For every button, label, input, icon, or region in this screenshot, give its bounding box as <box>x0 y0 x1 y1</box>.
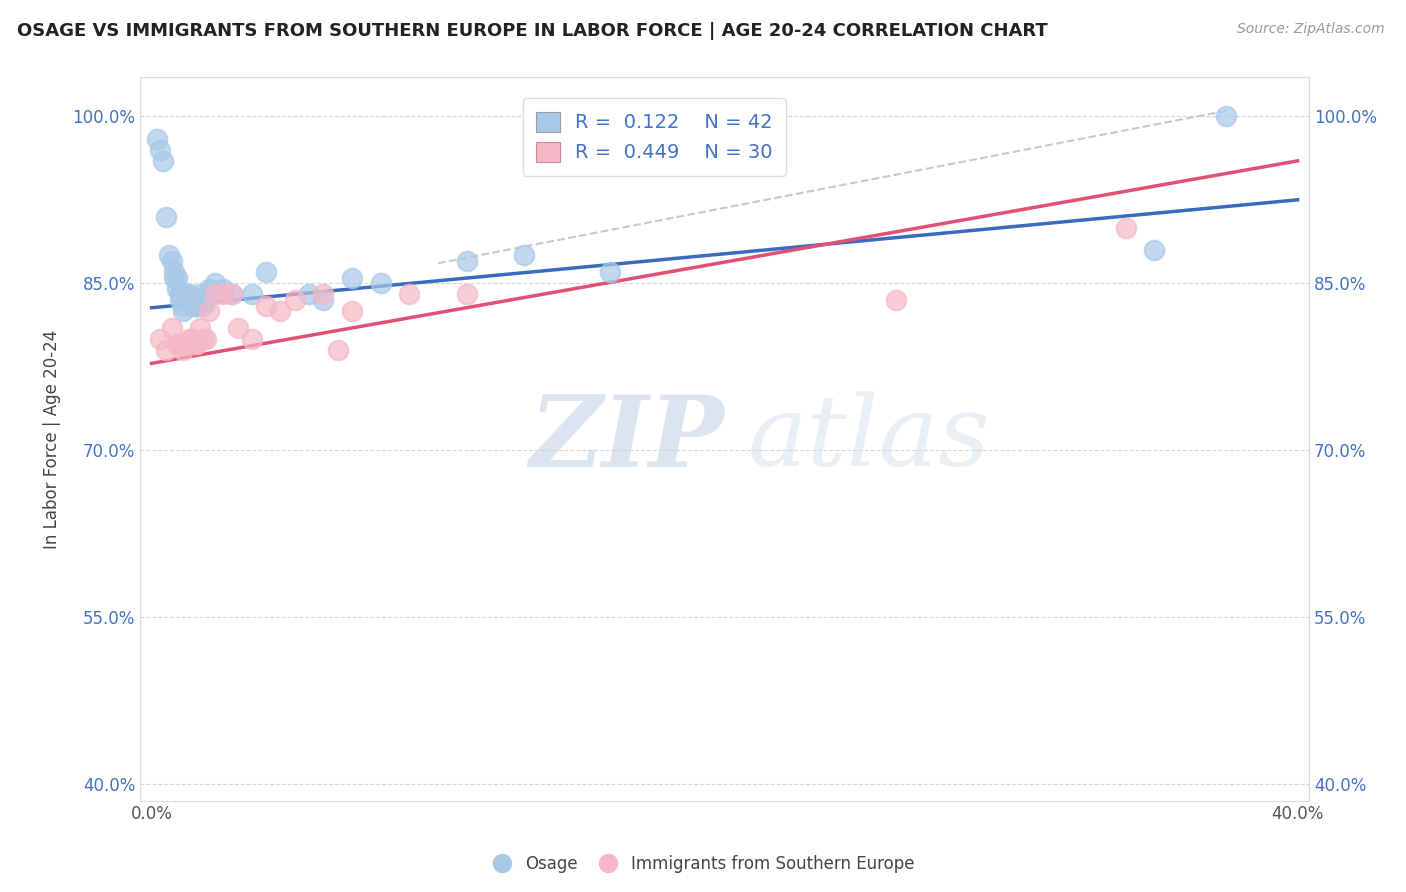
Legend: Osage, Immigrants from Southern Europe: Osage, Immigrants from Southern Europe <box>485 848 921 880</box>
Point <box>204 287 226 301</box>
Point <box>183 337 205 351</box>
Point <box>163 270 186 285</box>
Text: atlas: atlas <box>748 392 991 487</box>
Text: ZIP: ZIP <box>530 391 724 487</box>
Point <box>886 293 908 307</box>
Point <box>221 287 243 301</box>
Point <box>370 277 392 291</box>
Point <box>177 332 200 346</box>
Point <box>157 248 180 262</box>
Point <box>240 332 263 346</box>
Point <box>160 320 183 334</box>
Point <box>172 287 194 301</box>
Point <box>1115 220 1137 235</box>
Point <box>186 337 208 351</box>
Point <box>188 287 211 301</box>
Point <box>456 254 478 268</box>
Point <box>188 320 211 334</box>
Point <box>254 265 277 279</box>
Text: OSAGE VS IMMIGRANTS FROM SOUTHERN EUROPE IN LABOR FORCE | AGE 20-24 CORRELATION : OSAGE VS IMMIGRANTS FROM SOUTHERN EUROPE… <box>17 22 1047 40</box>
Point <box>183 299 205 313</box>
Point <box>456 287 478 301</box>
Point <box>226 320 249 334</box>
Point <box>163 265 186 279</box>
Point <box>180 299 202 313</box>
Point <box>198 304 221 318</box>
Point <box>155 210 177 224</box>
Point <box>169 293 191 307</box>
Point <box>298 287 321 301</box>
Point <box>1143 243 1166 257</box>
Point <box>284 293 307 307</box>
Point <box>326 343 349 357</box>
Point <box>340 304 363 318</box>
Point <box>198 282 221 296</box>
Point <box>177 287 200 301</box>
Point <box>513 248 536 262</box>
Point <box>172 304 194 318</box>
Point <box>340 270 363 285</box>
Point <box>177 293 200 307</box>
Y-axis label: In Labor Force | Age 20-24: In Labor Force | Age 20-24 <box>44 329 60 549</box>
Point <box>212 287 235 301</box>
Text: Source: ZipAtlas.com: Source: ZipAtlas.com <box>1237 22 1385 37</box>
Point <box>195 293 218 307</box>
Point <box>191 332 214 346</box>
Point <box>174 293 197 307</box>
Point <box>180 332 202 346</box>
Point <box>149 143 172 157</box>
Point <box>186 299 208 313</box>
Point <box>204 277 226 291</box>
Point <box>269 304 291 318</box>
Point <box>212 282 235 296</box>
Point <box>183 293 205 307</box>
Point <box>166 282 188 296</box>
Point <box>195 332 218 346</box>
Point <box>221 287 243 301</box>
Point <box>174 287 197 301</box>
Point <box>146 131 169 145</box>
Point <box>172 343 194 357</box>
Point <box>599 265 621 279</box>
Point <box>1215 109 1237 123</box>
Point <box>166 337 188 351</box>
Point <box>166 270 188 285</box>
Point <box>149 332 172 346</box>
Legend: R =  0.122    N = 42, R =  0.449    N = 30: R = 0.122 N = 42, R = 0.449 N = 30 <box>523 98 786 176</box>
Point <box>169 337 191 351</box>
Point <box>152 153 174 168</box>
Point <box>160 254 183 268</box>
Point <box>155 343 177 357</box>
Point <box>312 293 335 307</box>
Point <box>312 287 335 301</box>
Point <box>169 287 191 301</box>
Point <box>169 287 191 301</box>
Point <box>172 299 194 313</box>
Point <box>254 299 277 313</box>
Point <box>174 337 197 351</box>
Point <box>398 287 420 301</box>
Point <box>240 287 263 301</box>
Point <box>191 299 214 313</box>
